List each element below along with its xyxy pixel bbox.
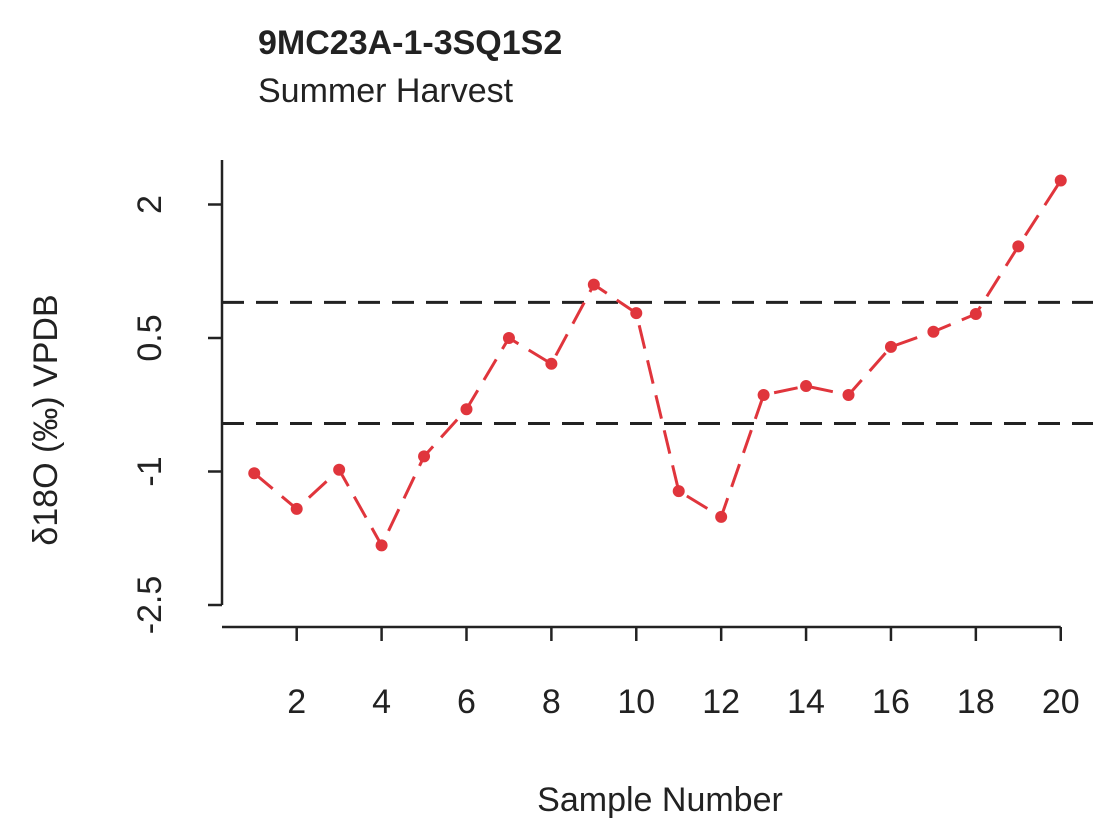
data-point — [248, 467, 261, 480]
x-tick-label: 14 — [787, 683, 825, 721]
data-point — [1012, 240, 1025, 253]
data-point — [418, 450, 431, 463]
y-tick-label: 2 — [131, 195, 169, 214]
chart-subtitle: Summer Harvest — [258, 72, 514, 110]
data-point — [460, 403, 473, 416]
data-point — [333, 463, 346, 476]
y-tick-label: -1 — [131, 456, 169, 486]
data-point — [842, 388, 855, 401]
x-tick-label: 18 — [957, 683, 995, 721]
data-point — [927, 325, 940, 338]
x-tick-label: 8 — [542, 683, 561, 721]
x-tick-label: 10 — [617, 683, 655, 721]
x-tick-label: 6 — [457, 683, 476, 721]
data-point — [502, 332, 515, 344]
data-point — [757, 388, 770, 401]
x-axis-label: Sample Number — [537, 781, 783, 819]
x-tick-label: 16 — [872, 683, 910, 721]
data-point — [630, 307, 643, 320]
x-tick-label: 12 — [702, 683, 740, 721]
data-point — [884, 340, 897, 353]
data-line — [253, 179, 1063, 549]
x-tick-label: 2 — [287, 683, 306, 721]
data-point — [672, 485, 685, 498]
data-point — [290, 502, 303, 515]
x-tick-label: 4 — [372, 683, 391, 721]
data-point — [1054, 174, 1067, 187]
data-point — [375, 539, 388, 552]
data-point — [545, 357, 558, 370]
x-tick-label: 20 — [1042, 683, 1080, 721]
y-tick-label: -2.5 — [131, 576, 169, 635]
chart-title: 9MC23A-1-3SQ1S2 — [258, 24, 562, 62]
data-point — [715, 510, 728, 523]
data-point — [800, 380, 813, 393]
data-point — [587, 278, 600, 291]
y-tick-label: 0.5 — [131, 314, 169, 361]
y-axis-label: δ18O (‰) VPDB — [27, 294, 65, 545]
data-point — [969, 307, 982, 320]
